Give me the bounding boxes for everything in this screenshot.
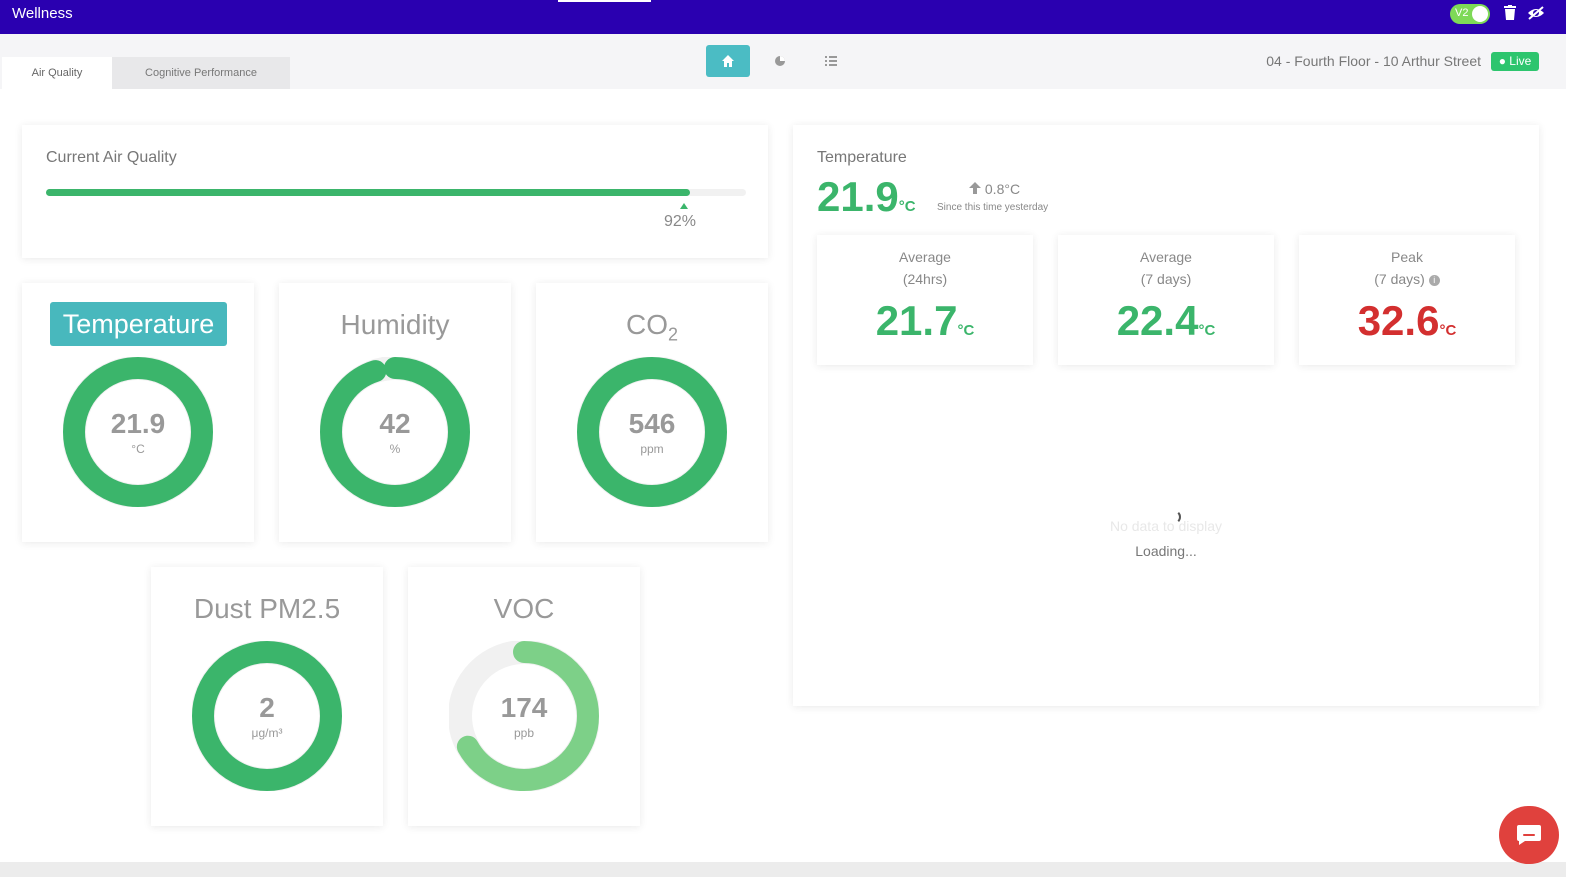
gauge-unit-dust: μg/m³ — [251, 726, 283, 740]
pie-chart-icon — [775, 56, 785, 66]
list-icon — [825, 56, 837, 66]
gauge-unit-temperature: °C — [131, 442, 145, 456]
gauge-title-voc: VOC — [493, 593, 555, 624]
no-data-message: No data to display — [1109, 518, 1223, 534]
location-name: 04 - Fourth Floor - 10 Arthur Street — [1266, 53, 1481, 69]
gauge-ring-humidity — [320, 357, 470, 507]
temperature-current-unit: °C — [898, 198, 916, 215]
stat-period-text: (7 days) — [1374, 271, 1425, 287]
app-title: Wellness — [12, 5, 73, 22]
gauge-value-humidity: 42 — [379, 408, 411, 439]
gauge-title-temperature: Temperature — [50, 302, 227, 346]
temperature-current: 21.9°C — [817, 173, 916, 221]
gauge-title-dust: Dust PM2.5 — [193, 593, 341, 624]
home-view-button[interactable] — [706, 45, 750, 77]
window-edge — [1566, 0, 1582, 877]
current-air-quality-card: Current Air Quality 92% — [22, 125, 768, 258]
gauge-card-co2[interactable]: CO2 546 ppm — [536, 283, 768, 542]
air-quality-title: Current Air Quality — [46, 149, 177, 166]
stat-number: 21.7 — [875, 297, 958, 344]
gauge-title-co2-main: CO — [625, 309, 668, 340]
trash-icon[interactable] — [1503, 5, 1519, 23]
top-bar-accent — [558, 0, 651, 2]
gauge-card-voc[interactable]: VOC 174 ppb — [408, 567, 640, 826]
air-quality-percent: 92% — [664, 213, 697, 230]
home-icon — [722, 55, 734, 67]
version-toggle-label: V2 — [1455, 7, 1469, 19]
version-toggle[interactable]: V2 — [1450, 4, 1490, 24]
stat-unit: °C — [957, 322, 975, 339]
live-badge: ● Live — [1491, 52, 1539, 71]
air-quality-bar — [46, 189, 746, 196]
stat-card-average-7days: Average (7 days) 22.4°C — [1058, 235, 1274, 365]
stat-unit: °C — [1198, 322, 1216, 339]
gauge-card-temperature[interactable]: Temperature 21.9 °C — [22, 283, 254, 542]
gauge-value-temperature: 21.9 — [110, 408, 166, 439]
pie-view-button[interactable] — [758, 45, 802, 77]
stat-number: 22.4 — [1116, 297, 1199, 344]
tab-air-quality[interactable]: Air Quality — [2, 57, 112, 89]
tab-cognitive-performance[interactable]: Cognitive Performance — [112, 57, 290, 89]
stat-value: 21.7°C — [817, 297, 1033, 345]
gauge-ring-dust — [192, 641, 342, 791]
stat-value: 22.4°C — [1058, 297, 1274, 345]
gauge-card-humidity[interactable]: Humidity 42 % — [279, 283, 511, 542]
gauge-value-voc: 174 — [500, 692, 548, 723]
stat-label: Average — [1140, 249, 1192, 265]
list-view-button[interactable] — [809, 45, 853, 77]
gauge-title-co2-sub: 2 — [667, 324, 678, 345]
gauge-title-co2: CO2 — [536, 309, 768, 346]
gauge-ring-voc — [449, 641, 599, 791]
stat-value: 32.6°C — [1299, 297, 1515, 345]
stat-number: 32.6 — [1357, 297, 1440, 344]
stat-label: Peak — [1391, 249, 1423, 265]
gauge-unit-humidity: % — [389, 442, 401, 456]
stat-label: Average — [899, 249, 951, 265]
toggle-knob — [1472, 6, 1488, 22]
chat-icon — [1517, 825, 1541, 845]
bottom-scroll-strip — [0, 862, 1566, 877]
gauge-value-co2: 546 — [628, 408, 676, 439]
arrow-up-icon — [969, 182, 981, 194]
air-quality-marker — [680, 203, 688, 209]
gauge-ring-temperature — [63, 357, 213, 507]
dashboard-main: Current Air Quality 92% Temperature 21.9… — [0, 89, 1566, 862]
stat-period: (7 days) — [1140, 271, 1192, 287]
loading-text: Loading... — [1135, 543, 1197, 559]
stat-period: (24hrs) — [902, 271, 948, 287]
temperature-detail-panel: Temperature 21.9°C 0.8°C Since this time… — [793, 125, 1539, 706]
gauge-unit-co2: ppm — [640, 442, 664, 456]
gauge-unit-voc: ppb — [513, 726, 535, 740]
live-label: Live — [1509, 54, 1532, 68]
temperature-delta-caption: Since this time yesterday — [937, 202, 1049, 213]
gauge-title-humidity: Humidity — [340, 309, 450, 340]
chat-launcher-button[interactable] — [1499, 806, 1559, 864]
stat-period: (7 days) i — [1299, 271, 1515, 287]
gauge-card-dust-pm25[interactable]: Dust PM2.5 2 μg/m³ — [151, 567, 383, 826]
temperature-current-value: 21.9 — [817, 173, 899, 220]
temperature-delta-value: 0.8°C — [984, 181, 1021, 197]
info-icon[interactable]: i — [1428, 274, 1440, 286]
gauge-ring-co2 — [577, 357, 727, 507]
loading-spinner-icon — [1167, 510, 1181, 524]
stat-card-average-24hrs: Average (24hrs) 21.7°C — [817, 235, 1033, 365]
eye-slash-icon[interactable] — [1527, 5, 1544, 23]
temperature-delta: 0.8°C — [969, 181, 1020, 197]
gauge-value-dust: 2 — [259, 692, 275, 723]
air-quality-bar-fill — [46, 189, 690, 196]
stat-card-peak-7days: Peak (7 days) i 32.6°C — [1299, 235, 1515, 365]
temperature-panel-title: Temperature — [817, 149, 907, 166]
stat-unit: °C — [1439, 322, 1457, 339]
app-top-bar: Wellness V2 — [0, 0, 1566, 34]
